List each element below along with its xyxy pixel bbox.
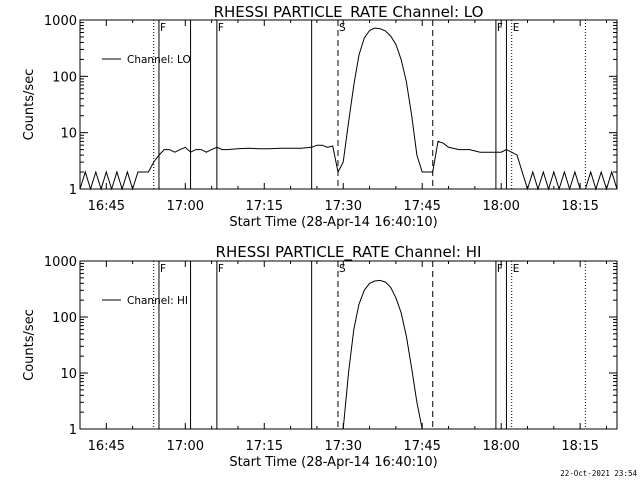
marker-label: E (513, 263, 520, 275)
marker-label: F (497, 263, 503, 275)
y-tick-label: 1 (69, 423, 77, 438)
lo-channel-panel: RHESSI PARTICLE_RATE Channel: LO 16:45 17:… (22, 3, 618, 230)
y-tick-label: 10 (60, 127, 77, 142)
x-tick-label: 16:45 (88, 439, 125, 454)
legend-label: Channel: HI (127, 295, 188, 307)
marker-label: E (513, 22, 520, 34)
x-tick-label: 17:45 (403, 199, 440, 214)
x-tick-label: 17:00 (167, 199, 204, 214)
timestamp-stamp: 22-Oct-2021 23:54 (560, 469, 637, 478)
x-tick-label: 16:45 (88, 199, 125, 214)
chart-title: RHESSI PARTICLE_RATE Channel: HI (216, 243, 482, 262)
x-tick-label: 18:15 (561, 439, 598, 454)
y-tick-label: 10 (60, 367, 77, 382)
x-tick-label: 17:30 (325, 439, 362, 454)
x-tick-label: 18:00 (482, 199, 519, 214)
series-line (79, 27, 618, 191)
y-axis-label: Counts/sec (22, 309, 37, 381)
marker-label: F (160, 22, 166, 34)
series-line (342, 279, 423, 430)
marker-label: F (218, 22, 224, 34)
legend-label: Channel: LO (127, 54, 191, 66)
x-tick-label: 18:15 (561, 199, 598, 214)
y-tick-label: 1 (69, 183, 77, 198)
x-tick-label: 17:00 (167, 439, 204, 454)
y-tick-label: 100 (52, 70, 77, 85)
x-axis-label: Start Time (28-Apr-14 16:40:10) (229, 215, 437, 230)
x-tick-label: 17:15 (246, 439, 283, 454)
marker-label: F (218, 263, 224, 275)
marker-label: S (339, 263, 346, 275)
plot-frame (79, 19, 618, 190)
y-axis-label: Counts/sec (22, 69, 37, 141)
plot-frame (79, 260, 618, 430)
y-tick-label: 100 (52, 311, 77, 326)
x-tick-label: 18:00 (482, 439, 519, 454)
y-tick-label: 1000 (44, 255, 77, 270)
x-tick-label: 17:45 (403, 439, 440, 454)
x-tick-label: 17:15 (246, 199, 283, 214)
chart-title: RHESSI PARTICLE_RATE Channel: LO (214, 3, 484, 22)
marker-label: S (339, 22, 346, 34)
y-tick-label: 1000 (44, 14, 77, 29)
x-axis-label: Start Time (28-Apr-14 16:40:10) (229, 455, 437, 470)
hi-channel-panel: RHESSI PARTICLE_RATE Channel: HI 16:45 17:… (22, 243, 618, 470)
marker-label: F (160, 263, 166, 275)
x-tick-label: 17:30 (325, 199, 362, 214)
marker-label: F (497, 22, 503, 34)
